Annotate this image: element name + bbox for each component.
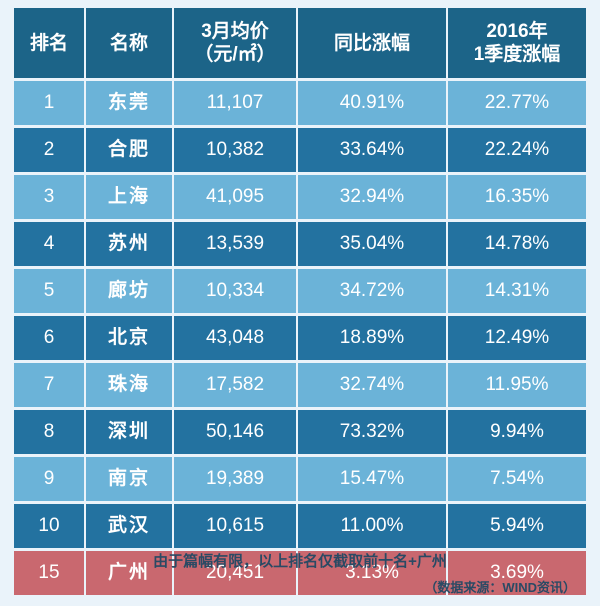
city-cell: 南京 <box>86 457 174 501</box>
table-header-row: 排名 名称 3月均价 （元/㎡） 同比涨幅 2016年 1季度涨幅 <box>14 8 586 78</box>
q1-change-cell: 12.49% <box>448 316 586 360</box>
table-row: 9 南京 19,389 15.47% 7.54% <box>14 457 586 501</box>
city-cell: 廊坊 <box>86 269 174 313</box>
table-row: 1 东莞 11,107 40.91% 22.77% <box>14 81 586 125</box>
rank-cell: 1 <box>14 81 86 125</box>
q1-change-cell: 9.94% <box>448 410 586 454</box>
city-cell: 东莞 <box>86 81 174 125</box>
yoy-cell: 33.64% <box>298 128 448 172</box>
city-cell: 合肥 <box>86 128 174 172</box>
table-row: 4 苏州 13,539 35.04% 14.78% <box>14 222 586 266</box>
header-price-label: 3月均价 <box>201 21 269 42</box>
header-q1: 2016年 1季度涨幅 <box>448 8 586 78</box>
q1-change-cell: 5.94% <box>448 504 586 548</box>
table-row: 5 廊坊 10,334 34.72% 14.31% <box>14 269 586 313</box>
price-cell: 11,107 <box>174 81 298 125</box>
rank-cell: 6 <box>14 316 86 360</box>
yoy-cell: 73.32% <box>298 410 448 454</box>
header-rank-label: 排名 <box>29 32 68 54</box>
price-cell: 43,048 <box>174 316 298 360</box>
yoy-cell: 15.47% <box>298 457 448 501</box>
price-cell: 10,334 <box>174 269 298 313</box>
header-city-label: 名称 <box>109 32 148 54</box>
rank-cell: 15 <box>14 551 86 595</box>
rank-cell: 9 <box>14 457 86 501</box>
yoy-cell: 40.91% <box>298 81 448 125</box>
price-cell: 41,095 <box>174 175 298 219</box>
table-row: 8 深圳 50,146 73.32% 9.94% <box>14 410 586 454</box>
rank-cell: 5 <box>14 269 86 313</box>
data-source: （数据来源：WIND资讯） <box>424 580 576 595</box>
price-cell: 20,451 <box>174 551 298 595</box>
q1-change-cell: 22.24% <box>448 128 586 172</box>
table-body: 1 东莞 11,107 40.91% 22.77% 2 合肥 10,382 33.64% 22.2… <box>14 81 586 595</box>
table-row: 3 上海 41,095 32.94% 16.35% <box>14 175 586 219</box>
header-q1-year: 2016年 <box>486 21 548 42</box>
price-cell: 13,539 <box>174 222 298 266</box>
city-cell: 武汉 <box>86 504 174 548</box>
q1-change-cell: 22.77% <box>448 81 586 125</box>
yoy-cell: 34.72% <box>298 269 448 313</box>
rank-cell: 3 <box>14 175 86 219</box>
q1-change-cell: 16.35% <box>448 175 586 219</box>
table-row: 7 珠海 17,582 32.74% 11.95% <box>14 363 586 407</box>
rank-cell: 7 <box>14 363 86 407</box>
header-yoy-label: 同比涨幅 <box>333 32 410 54</box>
price-cell: 10,615 <box>174 504 298 548</box>
header-q1-label: 1季度涨幅 <box>473 44 561 65</box>
rank-cell: 10 <box>14 504 86 548</box>
price-cell: 10,382 <box>174 128 298 172</box>
table-row: 6 北京 43,048 18.89% 12.49% <box>14 316 586 360</box>
footnote: 由于篇幅有限，以上排名仅截取前十名+广州 <box>153 553 447 570</box>
table-row: 10 武汉 10,615 11.00% 5.94% <box>14 504 586 548</box>
city-cell: 广州 <box>86 551 174 595</box>
rank-cell: 8 <box>14 410 86 454</box>
city-cell: 苏州 <box>86 222 174 266</box>
rank-cell: 2 <box>14 128 86 172</box>
q1-change-cell: 14.31% <box>448 269 586 313</box>
q1-change-cell: 7.54% <box>448 457 586 501</box>
q1-change-cell: 11.95% <box>448 363 586 407</box>
yoy-cell: 32.74% <box>298 363 448 407</box>
yoy-cell: 35.04% <box>298 222 448 266</box>
yoy-cell: 32.94% <box>298 175 448 219</box>
q1-change-cell: 3.69% <box>448 551 586 595</box>
rank-cell: 4 <box>14 222 86 266</box>
header-yoy: 同比涨幅 <box>298 8 448 78</box>
city-cell: 上海 <box>86 175 174 219</box>
city-cell: 北京 <box>86 316 174 360</box>
table-row: 2 合肥 10,382 33.64% 22.24% <box>14 128 586 172</box>
price-cell: 50,146 <box>174 410 298 454</box>
q1-change-cell: 14.78% <box>448 222 586 266</box>
table-row: 15 广州 20,451 3.13% 3.69% <box>14 551 586 595</box>
header-rank: 排名 <box>14 8 86 78</box>
city-cell: 珠海 <box>86 363 174 407</box>
price-cell: 19,389 <box>174 457 298 501</box>
header-price: 3月均价 （元/㎡） <box>174 8 298 78</box>
header-city: 名称 <box>86 8 174 78</box>
yoy-cell: 3.13% <box>298 551 448 595</box>
city-cell: 深圳 <box>86 410 174 454</box>
header-price-unit: （元/㎡） <box>194 44 276 65</box>
yoy-cell: 11.00% <box>298 504 448 548</box>
price-cell: 17,582 <box>174 363 298 407</box>
yoy-cell: 18.89% <box>298 316 448 360</box>
